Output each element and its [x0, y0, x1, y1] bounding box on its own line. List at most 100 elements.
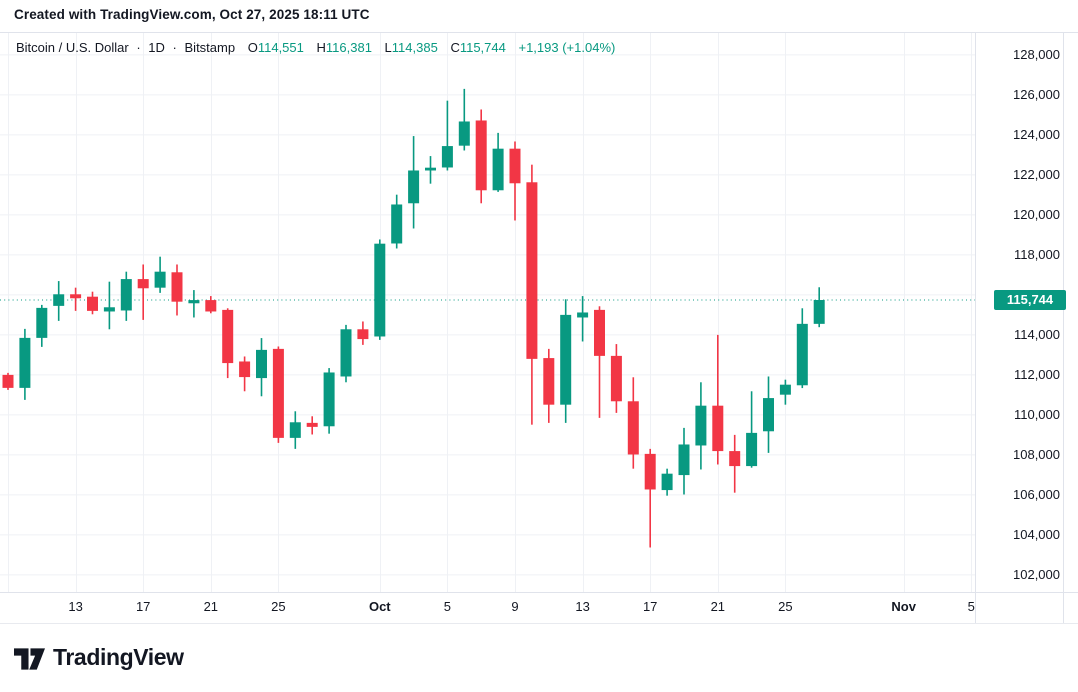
open-value: 114,551: [257, 40, 304, 55]
candle-Oct-4[interactable]: [425, 156, 436, 184]
candle-body: [374, 243, 386, 337]
candle-wick: [108, 281, 111, 330]
candle-body: [239, 361, 251, 378]
candle-Oct-3[interactable]: [408, 136, 420, 229]
candle-body: [256, 349, 267, 379]
candle-Sep-16[interactable]: [120, 271, 132, 321]
candle-body: [323, 372, 335, 427]
time-axis-label: 21: [203, 599, 219, 614]
candle-Sep-14[interactable]: [87, 291, 98, 315]
candle-Sep-29[interactable]: [340, 324, 352, 383]
candle-Oct-12[interactable]: [560, 299, 572, 423]
tradingview-logo-text: TradingView: [53, 644, 184, 670]
candle-Oct-19[interactable]: [678, 427, 690, 495]
candle-Sep-20[interactable]: [188, 290, 200, 318]
candle-wick: [649, 448, 651, 548]
candle-body: [475, 120, 487, 191]
candle-body: [509, 148, 521, 184]
price-axis-label: 114,000: [1013, 326, 1060, 342]
candle-Oct-25[interactable]: [779, 379, 791, 405]
candle-body: [729, 451, 741, 467]
candle-Oct-16[interactable]: [627, 377, 639, 469]
candle-wick: [717, 334, 719, 465]
candle-body: [340, 329, 352, 377]
high-value: 116,381: [325, 40, 372, 55]
candle-body: [594, 309, 605, 356]
candlestick-chart[interactable]: [0, 33, 975, 592]
candle-Oct-10[interactable]: [526, 164, 538, 425]
candle-Sep-23[interactable]: [239, 356, 251, 392]
candle-Sep-21[interactable]: [205, 296, 217, 314]
candle-body: [357, 329, 369, 340]
candle-Sep-24[interactable]: [256, 338, 267, 397]
candle-Oct-20[interactable]: [695, 382, 707, 470]
candle-Sep-10[interactable]: [19, 328, 31, 400]
change-value: +1,193 (+1.04%): [518, 40, 616, 55]
candle-Oct-14[interactable]: [594, 306, 605, 418]
candle-Oct-26[interactable]: [796, 308, 808, 389]
candle-Oct-13[interactable]: [577, 296, 589, 342]
candle-body: [306, 422, 318, 427]
time-axis-label: 9: [511, 599, 519, 614]
candle-Sep-28[interactable]: [323, 368, 335, 434]
header-separator: [0, 32, 1078, 33]
candle-Sep-27[interactable]: [306, 416, 318, 435]
candle-Sep-15[interactable]: [103, 281, 115, 330]
candle-Oct-21[interactable]: [712, 334, 724, 465]
right-edge-border: [1063, 33, 1064, 623]
candle-Oct-22[interactable]: [729, 434, 741, 493]
candle-Oct-6[interactable]: [458, 88, 470, 151]
candle-body: [526, 182, 538, 359]
candle-body: [19, 337, 31, 388]
candle-Sep-17[interactable]: [137, 264, 149, 320]
candle-Oct-9[interactable]: [509, 141, 521, 221]
candle-Oct-15[interactable]: [610, 344, 622, 413]
candle-Oct-1[interactable]: [374, 239, 386, 340]
candle-body: [36, 307, 48, 338]
last-price-badge: 115,744: [994, 290, 1066, 310]
candle-Sep-25[interactable]: [272, 346, 284, 443]
candle-Oct-23[interactable]: [746, 391, 758, 468]
tradingview-logo[interactable]: TradingView: [14, 644, 184, 671]
candle-wick: [750, 391, 753, 468]
candle-Oct-27[interactable]: [813, 287, 825, 328]
legend-separator-dot: ·: [136, 40, 141, 55]
candle-body: [763, 398, 774, 432]
price-axis-label: 104,000: [1013, 526, 1060, 542]
candle-body: [644, 453, 656, 490]
candle-Oct-18[interactable]: [661, 468, 673, 496]
price-axis-border: [975, 33, 976, 623]
candle-Sep-13[interactable]: [70, 287, 82, 311]
candle-body: [408, 170, 420, 204]
candle-Sep-18[interactable]: [154, 256, 166, 293]
candle-Sep-26[interactable]: [289, 411, 301, 449]
candle-Sep-12[interactable]: [53, 281, 65, 321]
candle-Oct-2[interactable]: [391, 194, 403, 249]
time-axis-border: [0, 592, 1078, 593]
candle-Oct-24[interactable]: [763, 376, 774, 453]
candle-Sep-30[interactable]: [357, 321, 369, 345]
candle-Sep-11[interactable]: [36, 304, 48, 347]
candle-Oct-8[interactable]: [492, 132, 504, 192]
candle-Oct-7[interactable]: [475, 109, 487, 204]
candle-Sep-19[interactable]: [171, 264, 183, 316]
candle-body: [120, 279, 132, 311]
time-axis-label: 17: [642, 599, 658, 614]
price-axis[interactable]: 102,000 104,000 106,000 108,000 110,000 112,0…: [975, 33, 1078, 592]
candle-wick: [142, 264, 144, 320]
interval-label: 1D: [148, 40, 165, 55]
candle-Sep-22[interactable]: [222, 308, 234, 379]
candle-Oct-5[interactable]: [441, 100, 453, 171]
time-axis[interactable]: 13 17 21 25 Oct 5 9 13 17 21 25 Nov 5: [0, 592, 1078, 623]
legend-separator-dot: ·: [172, 40, 177, 55]
time-axis-label: 13: [68, 599, 83, 614]
candle-body: [678, 444, 690, 476]
time-axis-label: 25: [778, 599, 793, 614]
candle-wick: [581, 296, 584, 342]
price-axis-label: 110,000: [1013, 406, 1060, 422]
candle-Oct-17[interactable]: [644, 448, 656, 548]
candle-body: [627, 401, 639, 455]
candle-Sep-9[interactable]: [2, 372, 14, 390]
candle-Oct-11[interactable]: [543, 348, 555, 423]
price-axis-label: 120,000: [1013, 206, 1060, 222]
